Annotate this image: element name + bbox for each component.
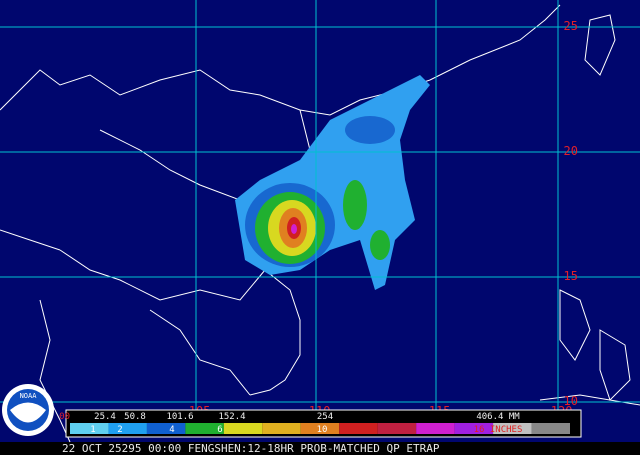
latitude-label: 15 <box>564 269 578 283</box>
latitude-label: 20 <box>564 144 578 158</box>
legend-swatch <box>185 423 224 434</box>
legend-inch-label: 10 <box>317 425 328 435</box>
legend-swatch <box>108 423 147 434</box>
legend-inch-label: 16 INCHES <box>474 425 523 435</box>
legend-swatch <box>300 423 340 434</box>
legend-swatch <box>377 423 417 434</box>
legend-swatch <box>262 423 301 434</box>
legend-swatch <box>146 423 186 434</box>
legend-mm-label: 00 <box>59 412 70 422</box>
legend-mm-label: 254 <box>317 412 333 422</box>
rain-blue <box>345 116 395 144</box>
rainfall-swath <box>235 75 430 290</box>
legend-swatch <box>493 423 532 434</box>
legend-swatch <box>70 423 109 434</box>
legend-mm-label: 25.4 <box>94 412 116 422</box>
logo-text: NOAA <box>20 392 38 400</box>
legend: 00 25.4 50.8 101.6 152.4 254 406.4 MM 1 2 4 6 10 16 … <box>59 409 582 438</box>
legend-inch-label: 6 <box>217 425 222 435</box>
legend-inch-label: 2 <box>117 425 122 435</box>
legend-swatch <box>416 423 455 434</box>
rain-magenta <box>291 224 297 234</box>
legend-swatch <box>339 423 378 434</box>
latitude-label: 25 <box>564 19 578 33</box>
legend-mm-label: 152.4 <box>218 412 245 422</box>
rain-green <box>343 180 367 230</box>
legend-swatch <box>531 423 570 434</box>
noaa-logo: NOAA <box>2 384 54 436</box>
legend-mm-label: 406.4 MM <box>476 412 520 422</box>
legend-inch-label: 1 <box>90 425 95 435</box>
legend-swatch <box>223 423 263 434</box>
footer-text: 22 OCT 25295 00:00 FENGSHEN:12-18HR PROB… <box>62 442 440 455</box>
footer-band <box>0 442 640 455</box>
legend-inch-label: 4 <box>169 425 174 435</box>
latitude-label: 10 <box>564 394 578 408</box>
rain-green <box>370 230 390 260</box>
legend-mm-label: 50.8 <box>124 412 146 422</box>
logo-bird <box>10 402 46 423</box>
legend-mm-label: 101.6 <box>166 412 193 422</box>
legend-swatch <box>454 423 494 434</box>
